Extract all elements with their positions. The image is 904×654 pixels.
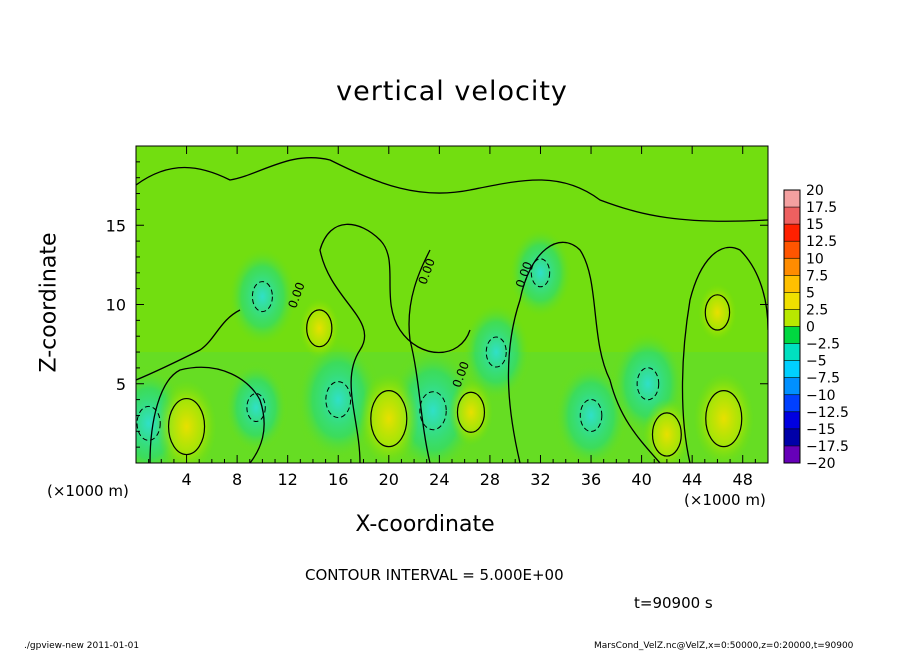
negative-contour-4	[485, 336, 507, 368]
footer-program: ./gpview-new 2011-01-01	[24, 641, 140, 651]
x-tick-label-5: 24	[429, 470, 449, 489]
colorbar-segment-7	[784, 309, 800, 327]
zero-contour-0	[136, 157, 768, 222]
y-tick-label-0: 5	[116, 375, 126, 394]
colorbar-label-1: 17.5	[806, 200, 837, 216]
time-stamp: t=90900 s	[634, 594, 713, 612]
colorbar-segment-12	[784, 394, 800, 412]
zero-contour-1	[319, 223, 471, 463]
zero-contour-4	[149, 366, 265, 463]
negative-contour-6	[636, 367, 660, 401]
chart-title: vertical velocity	[336, 76, 568, 107]
colorbar-segment-14	[784, 428, 800, 446]
colorbar-label-3: 12.5	[806, 234, 837, 250]
colorbar-segment-6	[784, 292, 800, 310]
colorbar-label-5: 7.5	[806, 268, 828, 284]
positive-contour-2	[456, 391, 486, 433]
y-tick-label-1: 10	[106, 296, 126, 315]
negative-contour-7	[251, 281, 273, 313]
colorbar-label-9: −2.5	[806, 337, 840, 353]
warm-cell-1	[358, 372, 419, 463]
footer-source: MarsCond_VelZ.nc@VelZ,x=0:50000,z=0:2000…	[594, 641, 854, 651]
colorbar-segment-10	[784, 360, 800, 378]
colorbar-label-2: 15	[806, 217, 824, 233]
negative-contour-0	[136, 405, 161, 441]
colorbar-label-16: −20	[806, 456, 836, 472]
colorbar-segment-0	[784, 190, 800, 208]
zero-contour-5	[408, 249, 431, 463]
colorbar-label-13: −12.5	[806, 405, 849, 421]
warm-cell-4	[693, 372, 754, 463]
x-tick-label-1: 8	[232, 470, 242, 489]
colorbar-label-7: 2.5	[806, 302, 828, 318]
negative-contour-2	[325, 381, 352, 419]
zero-contour-3	[681, 246, 768, 463]
colorbar-segment-9	[784, 343, 800, 361]
colorbar-label-12: −10	[806, 388, 836, 404]
cool-cell-2	[295, 337, 382, 462]
cool-cell-4	[461, 302, 532, 403]
colorbar-label-8: 0	[806, 320, 815, 336]
heatmap-field	[136, 146, 768, 463]
x-tick-label-8: 36	[581, 470, 601, 489]
contour-interval-note: CONTOUR INTERVAL = 5.000E+00	[305, 566, 564, 584]
colorbar-label-11: −7.5	[806, 371, 840, 387]
x-unit-label-left: (×1000 m)	[47, 482, 129, 500]
colorbar-segment-3	[784, 241, 800, 259]
x-axis-label: X-coordinate	[355, 512, 495, 537]
y-axis-label: Z-coordinate	[36, 232, 62, 373]
x-tick-label-6: 28	[480, 470, 500, 489]
positive-contour-1	[370, 390, 408, 448]
colorbar-segment-1	[784, 207, 800, 225]
colorbar-segment-2	[784, 224, 800, 242]
x-tick-label-2: 12	[278, 470, 298, 489]
zero-contour-2	[507, 241, 661, 463]
positive-contour-6	[704, 294, 731, 331]
x-unit-label-right: (×1000 m)	[684, 491, 766, 509]
x-tick-label-0: 4	[181, 470, 191, 489]
colorbar-label-6: 5	[806, 285, 815, 301]
positive-contour-3	[651, 412, 682, 457]
negative-contour-3	[419, 391, 447, 431]
positive-contour-4	[705, 390, 743, 448]
colorbar-segment-15	[784, 445, 800, 463]
positive-contour-5	[306, 309, 333, 348]
colorbar-label-14: −15	[806, 422, 836, 438]
colorbar-segment-5	[784, 275, 800, 293]
x-tick-label-4: 20	[379, 470, 399, 489]
warm-cell-5	[298, 297, 340, 359]
cool-cell-5	[553, 361, 629, 463]
colorbar-label-15: −17.5	[806, 439, 849, 455]
x-tick-label-9: 40	[631, 470, 651, 489]
colorbar-segment-4	[784, 258, 800, 276]
positive-contour-0	[167, 397, 206, 456]
cool-cell-7	[227, 246, 298, 347]
colorbar-segment-13	[784, 411, 800, 429]
colorbar-label-10: −5	[806, 354, 827, 370]
x-tick-label-11: 48	[733, 470, 753, 489]
colorbar-label-4: 10	[806, 251, 824, 267]
cool-cell-1	[223, 361, 289, 454]
negative-contour-1	[246, 393, 266, 423]
zero-contour-6	[136, 309, 241, 381]
x-tick-label-3: 16	[328, 470, 348, 489]
warm-cell-2	[448, 379, 493, 446]
colorbar-segment-8	[784, 326, 800, 344]
colorbar-label-0: 20	[806, 183, 824, 199]
warm-cell-6	[697, 283, 738, 342]
negative-contour-5	[579, 398, 603, 432]
negative-contour-8	[530, 258, 551, 288]
cool-cell-8	[508, 226, 573, 319]
x-tick-label-10: 44	[682, 470, 702, 489]
colorbar-segment-11	[784, 377, 800, 395]
x-tick-label-7: 32	[530, 470, 550, 489]
y-tick-label-2: 15	[106, 216, 126, 235]
